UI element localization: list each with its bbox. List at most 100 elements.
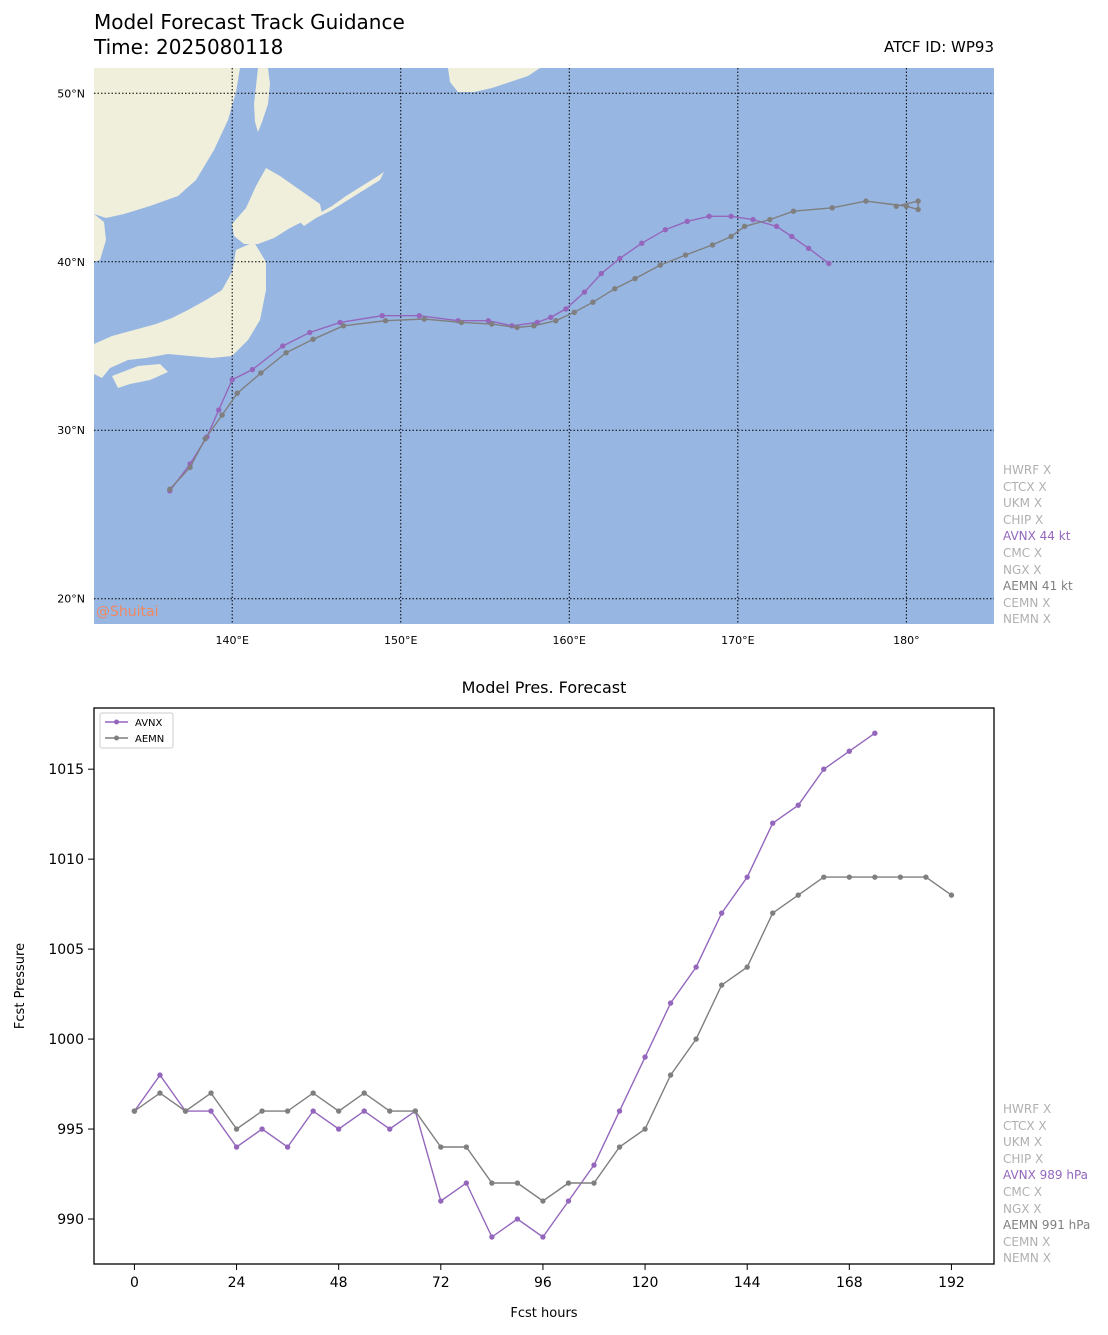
pressure-point-aemn [284, 1108, 291, 1114]
pressure-plot-area [93, 707, 995, 1265]
pressure-point-avnx [438, 1198, 444, 1204]
pressure-point-aemn [463, 1144, 470, 1150]
pressure-point-aemn [770, 910, 776, 916]
ocean-background [94, 68, 994, 624]
pressure-point-avnx [540, 1234, 546, 1240]
chart-title: Model Forecast Track Guidance [94, 10, 405, 34]
pressure-model-legend: HWRF X CTCX X UKM X CHIP X AVNX 989 hPa CMC X… [1003, 1101, 1090, 1267]
pressure-point-aemn [489, 1180, 495, 1186]
pressure-point-aemn [361, 1090, 367, 1096]
pressure-point-aemn [387, 1108, 393, 1114]
track-point-aemn [728, 233, 734, 240]
pressure-axis-ticks: 0 24 48 72 96 120 144 168 192 990 995 1000 1005 1010 1… [48, 762, 964, 1291]
legend-model-entry: CEMN X [1003, 595, 1051, 610]
lon-tick-label: 150°E [384, 634, 417, 647]
legend-model-entry: AVNX 44 kt [1003, 529, 1071, 544]
legend-model-entry: CMC X [1003, 1184, 1043, 1199]
track-point-aemn [612, 286, 618, 292]
pressure-point-avnx [284, 1144, 291, 1150]
track-point-avnx [639, 240, 645, 246]
track-point-aemn [553, 318, 559, 324]
track-point-aemn [767, 216, 773, 223]
y-tick-label: 1000 [48, 1032, 84, 1048]
track-point-aemn [458, 319, 465, 326]
pressure-point-avnx [233, 1144, 240, 1150]
track-point-aemn [531, 323, 537, 329]
y-tick-label: 1010 [48, 852, 84, 868]
pressure-point-avnx [335, 1126, 342, 1132]
lat-tick-label: 30°N [57, 424, 85, 437]
legend-model-entry: CHIP X [1003, 512, 1044, 527]
pressure-point-avnx [182, 1108, 189, 1114]
legend-model-entry: CHIP X [1003, 1151, 1044, 1166]
lat-tick-label: 40°N [57, 256, 85, 269]
track-point-avnx [216, 407, 222, 413]
pressure-point-aemn [540, 1198, 546, 1204]
pressure-point-avnx [821, 766, 827, 772]
track-point-aemn [590, 299, 596, 305]
track-point-avnx [563, 306, 569, 312]
track-point-aemn [709, 242, 716, 248]
y-tick-label: 995 [57, 1122, 84, 1138]
land-kyushu-shikoku [112, 364, 168, 388]
track-point-aemn [283, 350, 289, 356]
track-point-avnx [280, 343, 286, 349]
watermark: @Shuitai [96, 604, 158, 620]
track-point-avnx [805, 245, 812, 251]
pressure-line-avnx [133, 732, 876, 1239]
track-point-aemn [903, 203, 910, 209]
pressure-point-avnx [667, 1000, 674, 1006]
track-point-aemn [915, 198, 921, 204]
pressure-point-aemn [948, 892, 955, 898]
pressure-point-aemn [872, 874, 878, 880]
legend-model-entry: HWRF X [1003, 1102, 1052, 1116]
lon-tick-label: 140°E [215, 634, 248, 647]
land-hokkaido [232, 168, 322, 244]
lat-tick-label: 50°N [57, 87, 85, 100]
pressure-point-aemn [208, 1090, 214, 1096]
track-point-avnx [750, 216, 756, 223]
track-point-aemn [202, 435, 208, 442]
map-tick-labels: 140°E 150°E 160°E 170°E 180° 20°N 30°N 40°N 50°N [57, 87, 919, 647]
track-point-aemn [829, 205, 835, 211]
track-point-aemn [421, 316, 428, 322]
track-point-aemn [657, 262, 663, 268]
lon-tick-label: 180° [893, 634, 920, 647]
pressure-point-aemn [693, 1036, 699, 1042]
track-map: 140°E 150°E 160°E 170°E 180° 20°N 30°N 40°N 50°N… [57, 68, 994, 647]
track-point-aemn [682, 252, 689, 258]
pressure-point-avnx [310, 1108, 316, 1114]
chart-time: Time: 2025080118 [94, 35, 284, 59]
legend-model-entry: CEMN X [1003, 1234, 1051, 1249]
track-point-aemn [863, 198, 869, 204]
track-point-avnx [249, 366, 256, 373]
track-point-avnx [485, 318, 492, 324]
pressure-chart-title: Model Pres. Forecast [462, 678, 627, 697]
pressure-point-avnx [489, 1234, 495, 1240]
track-line-avnx [169, 215, 830, 492]
pressure-point-aemn [335, 1108, 342, 1114]
track-point-avnx [534, 319, 540, 326]
legend-model-entry: CTCX X [1003, 479, 1047, 494]
track-point-aemn [382, 318, 389, 324]
atcf-id-label: ATCF ID: WP93 [883, 38, 994, 56]
track-point-avnx [307, 329, 313, 336]
track-point-avnx [229, 376, 235, 383]
pressure-point-aemn [795, 892, 801, 898]
track-point-aemn [219, 412, 225, 418]
map-tracks [167, 198, 921, 494]
legend-model-entry: AVNX 989 hPa [1003, 1168, 1089, 1183]
pressure-point-aemn [412, 1108, 418, 1114]
track-point-aemn [790, 208, 797, 214]
map-gridlines [94, 68, 994, 624]
legend-model-entry: NGX X [1003, 1201, 1042, 1216]
x-tick-label: 120 [632, 1275, 659, 1291]
pressure-point-aemn [821, 874, 827, 880]
pressure-point-avnx [361, 1108, 367, 1114]
pressure-point-aemn [718, 982, 725, 988]
pressure-point-aemn [131, 1108, 138, 1114]
track-point-avnx [706, 213, 712, 219]
legend-model-entry: CMC X [1003, 545, 1043, 560]
track-point-aemn [187, 464, 193, 471]
legend-model-entry: UKM X [1003, 496, 1043, 511]
